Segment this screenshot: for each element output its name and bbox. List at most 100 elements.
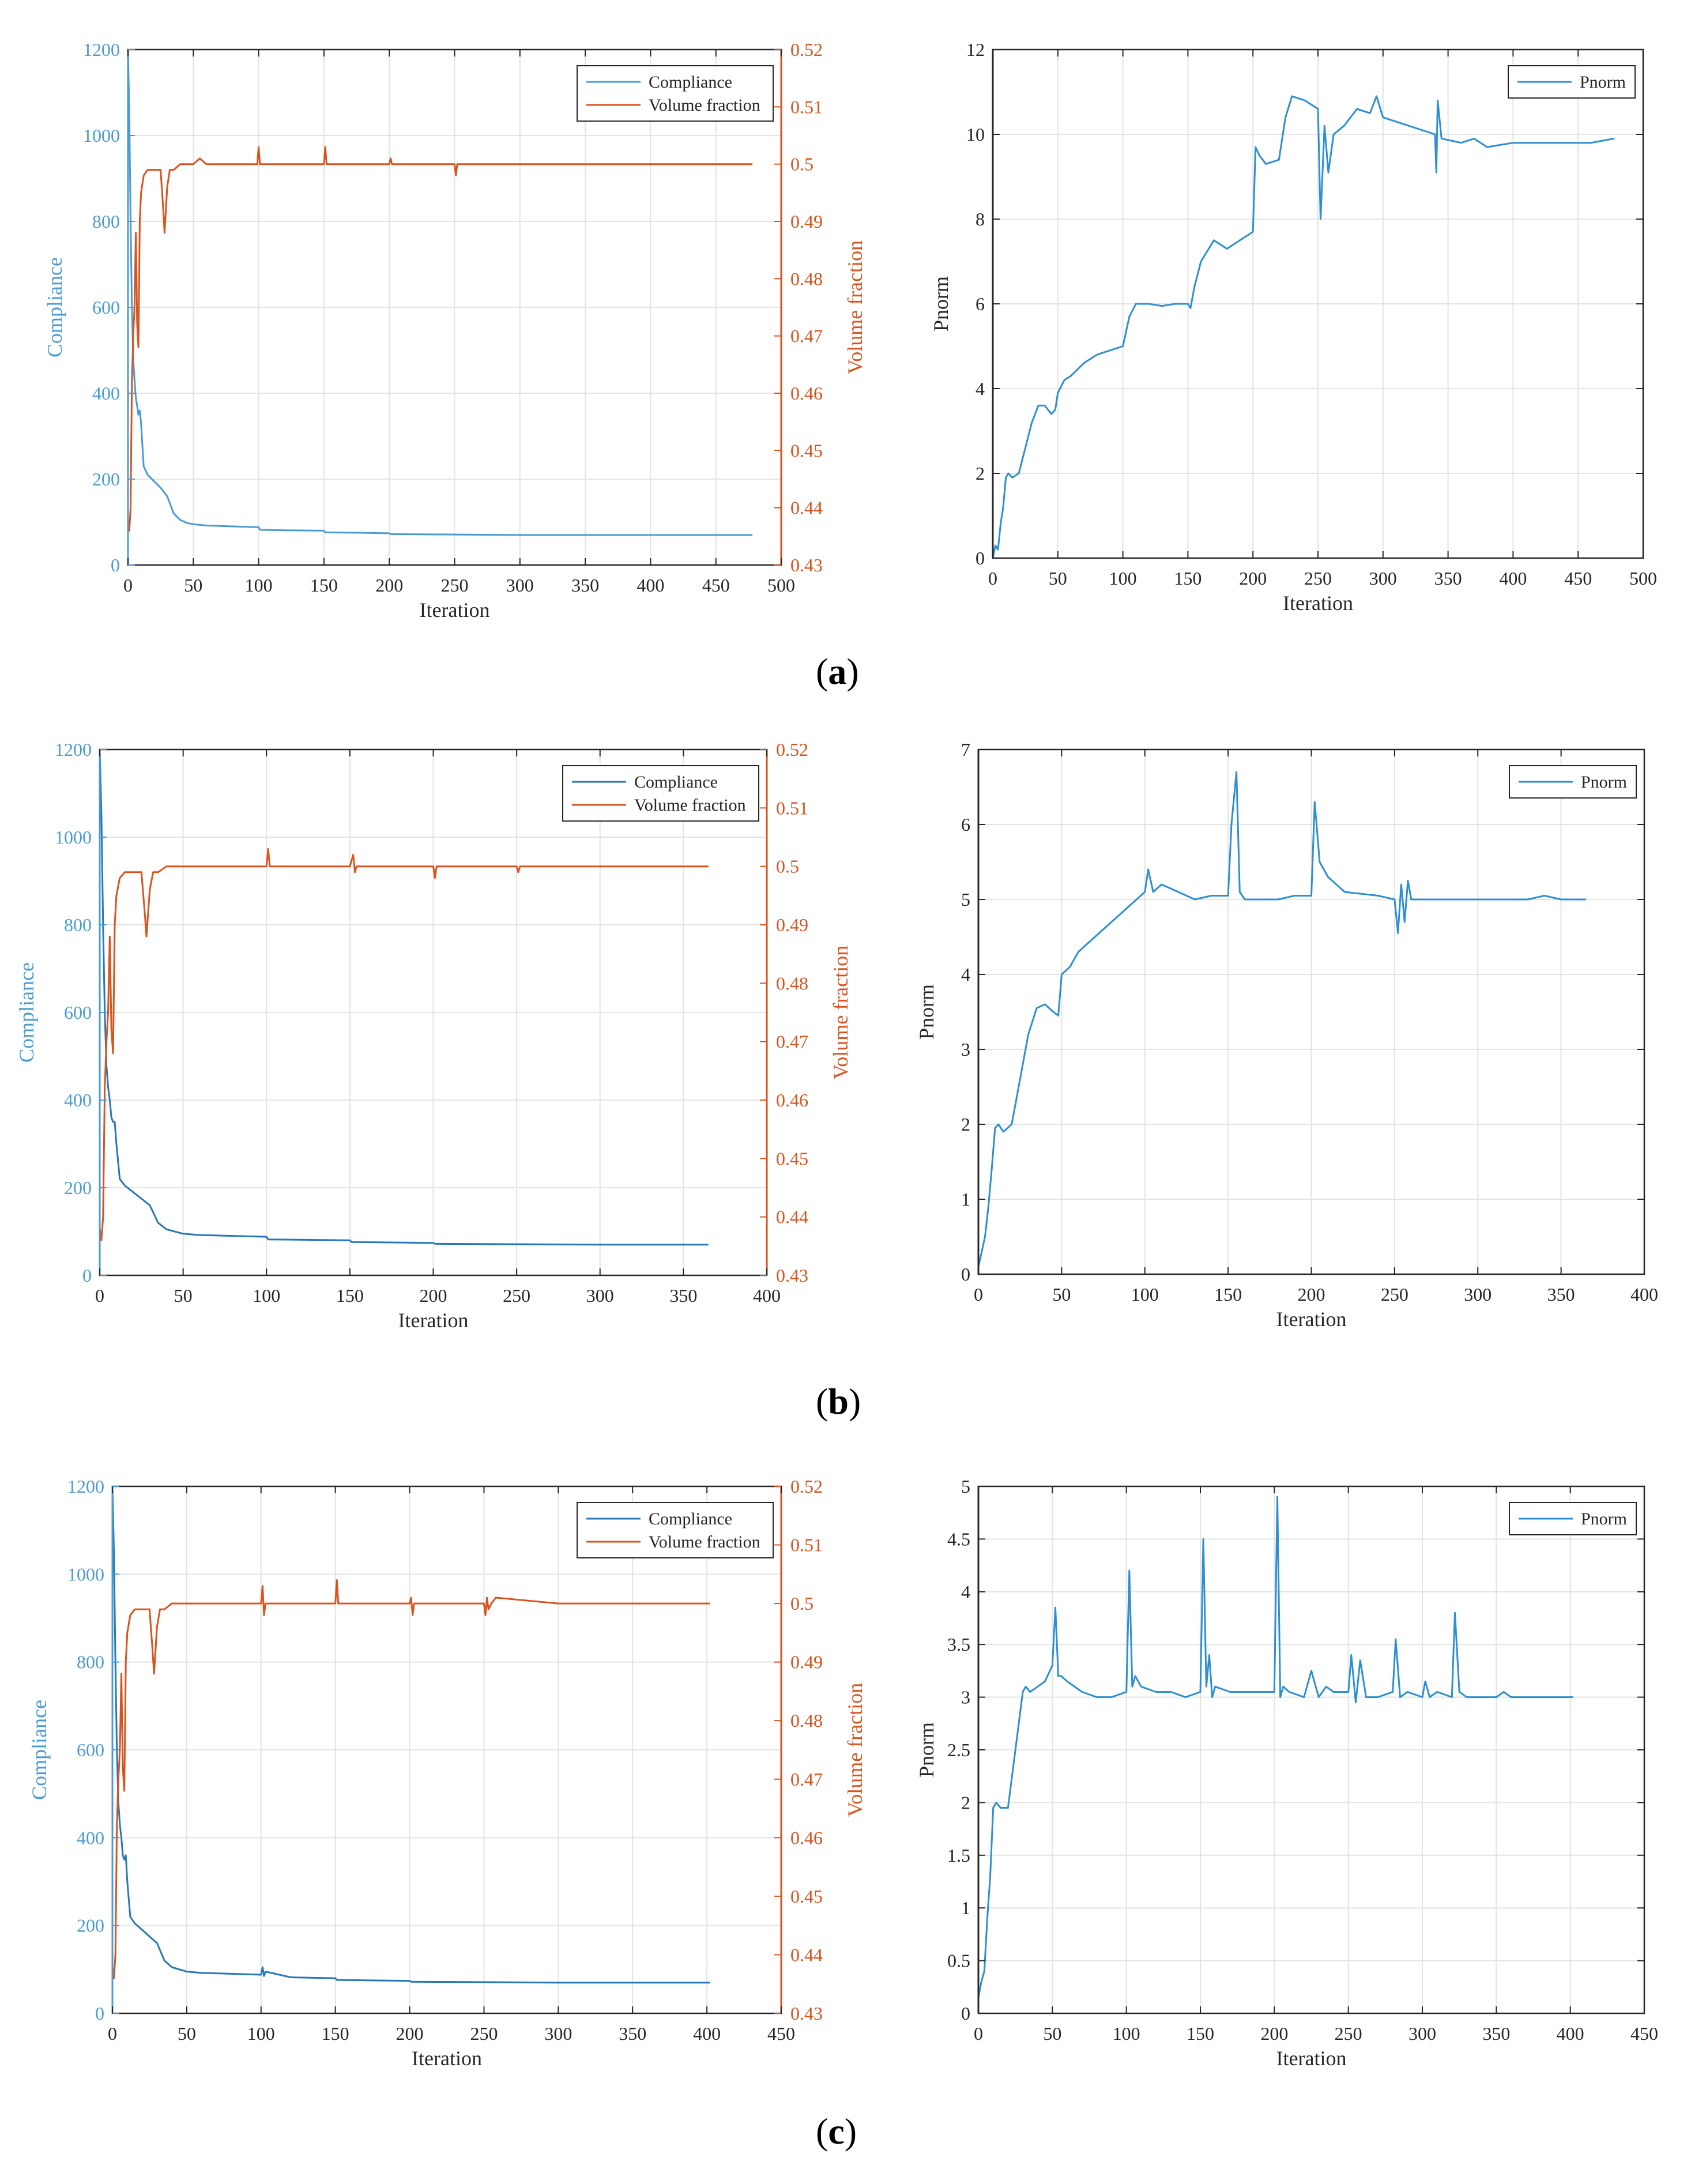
x-tick-label: 150 xyxy=(322,2023,349,2044)
x-tick-label: 50 xyxy=(174,1285,193,1306)
y2-tick-label: 0.5 xyxy=(776,856,799,877)
x-tick-label: 50 xyxy=(178,2023,196,2044)
y-tick-label: 0 xyxy=(82,1265,92,1286)
y-tick-label: 0 xyxy=(961,2003,970,2024)
x-axis-label: Iteration xyxy=(420,598,490,622)
x-tick-label: 150 xyxy=(310,575,338,596)
x-tick-label: 400 xyxy=(753,1285,781,1306)
x-tick-label: 350 xyxy=(1482,2023,1510,2044)
y-tick-label: 4 xyxy=(961,964,970,985)
x-tick-label: 100 xyxy=(245,575,273,596)
x-tick-label: 50 xyxy=(1049,568,1067,589)
y2-tick-label: 0.49 xyxy=(776,914,808,935)
chart-a-right: 0 50 100 150 200 250 300 350 400 450 500 0 2 4 6 8 10 12 I… xyxy=(929,39,1657,615)
y-tick-label: 800 xyxy=(64,914,92,935)
x-axis-label: Iteration xyxy=(1276,2047,1347,2070)
x-tick-label: 300 xyxy=(1369,568,1397,589)
y2-tick-label: 0.47 xyxy=(790,326,823,347)
y-tick-label: 1200 xyxy=(83,39,120,60)
y2-tick-label: 0.44 xyxy=(790,498,823,518)
y-axis-label: Pnorm xyxy=(915,1722,938,1778)
y-tick-label: 2 xyxy=(961,1114,970,1135)
y-tick-label: 1200 xyxy=(67,1476,104,1497)
y2-tick-label: 0.48 xyxy=(790,1710,823,1731)
series-line-volume-fraction xyxy=(99,848,709,1241)
y-tick-label: 4 xyxy=(961,1581,970,1602)
x-tick-label: 200 xyxy=(1239,568,1267,589)
legend-label: Compliance xyxy=(634,773,718,792)
y2-tick-label: 0.52 xyxy=(776,739,808,760)
x-axis-label: Iteration xyxy=(1276,1308,1347,1331)
y2-tick-label: 0.5 xyxy=(790,154,814,175)
y-axis-label: Compliance xyxy=(28,1700,51,1800)
x-tick-label: 0 xyxy=(95,1285,104,1306)
y-tick-label: 0 xyxy=(961,1264,970,1285)
y-tick-label: 200 xyxy=(64,1177,92,1198)
x-tick-label: 300 xyxy=(1464,1284,1492,1305)
y-tick-label: 200 xyxy=(92,469,120,489)
y-tick-label: 600 xyxy=(64,1002,92,1023)
y-tick-label: 1000 xyxy=(55,827,92,848)
x-tick-label: 100 xyxy=(253,1285,280,1306)
y-tick-label: 800 xyxy=(92,211,120,232)
y2-tick-label: 0.52 xyxy=(790,39,823,60)
legend-box xyxy=(562,765,759,822)
x-tick-label: 500 xyxy=(1629,568,1657,589)
y-tick-label: 400 xyxy=(92,383,120,404)
x-tick-label: 100 xyxy=(1131,1284,1159,1305)
y-tick-label: 600 xyxy=(77,1739,104,1760)
x-tick-label: 100 xyxy=(1113,2023,1140,2044)
y2-tick-label: 0.48 xyxy=(776,973,808,993)
chart-c-right: 0 50 100 150 200 250 300 350 400 450 0 0.5 1 1.5 2 2.5 3… xyxy=(915,1476,1658,2070)
x-tick-label: 250 xyxy=(1381,1284,1408,1305)
x-tick-label: 50 xyxy=(1052,1284,1071,1305)
y-tick-label: 5 xyxy=(961,1476,970,1497)
x-tick-label: 350 xyxy=(1547,1284,1575,1305)
x-tick-label: 150 xyxy=(336,1285,364,1306)
y-tick-label: 12 xyxy=(966,39,985,60)
grid xyxy=(112,1486,782,2014)
series-line-compliance xyxy=(127,49,753,536)
y2-tick-label: 0.5 xyxy=(790,1593,814,1614)
x-tick-label: 250 xyxy=(441,575,469,596)
y2-tick-label: 0.46 xyxy=(790,1827,823,1848)
x-tick-label: 100 xyxy=(247,2023,275,2044)
legend-label: Pnorm xyxy=(1581,773,1627,792)
y-tick-label: 2 xyxy=(976,463,985,484)
y2-tick-label: 0.49 xyxy=(790,1652,823,1673)
legend-label: Pnorm xyxy=(1580,73,1626,92)
series-line-pnorm xyxy=(977,1496,1573,1998)
legend-label: Volume fraction xyxy=(634,796,746,815)
y-tick-label: 0.5 xyxy=(947,1950,970,1971)
x-tick-label: 200 xyxy=(1260,2023,1288,2044)
y-tick-label: 0 xyxy=(95,2003,104,2024)
y-tick-label: 800 xyxy=(77,1652,104,1673)
y-axis-label: Pnorm xyxy=(929,276,952,332)
y2-tick-label: 0.45 xyxy=(790,1886,823,1907)
x-axis-label: Iteration xyxy=(398,1309,469,1332)
chart-c-left: 0 50 100 150 200 250 300 350 400 450 0 200 400 600 800… xyxy=(28,1476,867,2070)
legend: Pnorm xyxy=(1509,765,1637,799)
y-tick-label: 8 xyxy=(976,209,985,229)
panel-label-a: (a) xyxy=(816,651,859,692)
x-tick-label: 250 xyxy=(1304,568,1332,589)
legend: Compliance Volume fraction xyxy=(577,65,774,122)
series-line-pnorm xyxy=(992,95,1615,559)
x-tick-label: 350 xyxy=(669,1285,697,1306)
y-tick-label: 2.5 xyxy=(947,1739,970,1760)
y2-axis-label: Volume fraction xyxy=(843,1683,867,1817)
y2-axis-label: Volume fraction xyxy=(843,240,867,374)
y-tick-label: 1000 xyxy=(83,125,120,146)
y-tick-label: 0 xyxy=(976,548,985,568)
y2-tick-label: 0.49 xyxy=(790,211,823,232)
y-tick-label: 200 xyxy=(77,1915,104,1936)
legend: Pnorm xyxy=(1508,65,1636,99)
y-tick-label: 3 xyxy=(961,1039,970,1060)
x-tick-label: 400 xyxy=(1499,568,1527,589)
legend: Compliance Volume fraction xyxy=(577,1502,774,1558)
x-tick-label: 350 xyxy=(1434,568,1462,589)
x-tick-label: 0 xyxy=(988,568,997,589)
y2-tick-label: 0.51 xyxy=(776,797,808,818)
y-tick-label: 1.5 xyxy=(947,1845,970,1866)
